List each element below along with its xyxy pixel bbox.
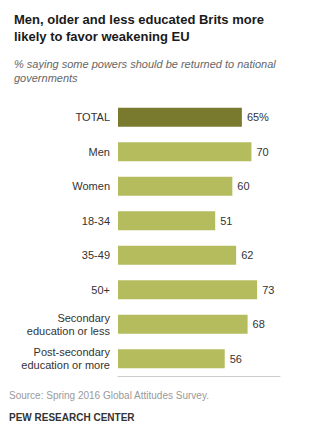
svg-text:18-34: 18-34 bbox=[82, 215, 110, 227]
svg-text:Men: Men bbox=[89, 146, 110, 158]
svg-text:governments: governments bbox=[14, 72, 78, 84]
svg-text:51: 51 bbox=[220, 215, 232, 227]
svg-text:TOTAL: TOTAL bbox=[76, 111, 110, 123]
svg-text:70: 70 bbox=[256, 146, 268, 158]
svg-text:56: 56 bbox=[230, 353, 242, 365]
svg-text:Source: Spring 2016 Global Att: Source: Spring 2016 Global Attitudes Sur… bbox=[9, 390, 209, 401]
svg-text:Women: Women bbox=[72, 180, 110, 192]
svg-text:35-49: 35-49 bbox=[82, 249, 110, 261]
svg-text:education or more: education or more bbox=[21, 359, 110, 371]
svg-text:likely to favor weakening EU: likely to favor weakening EU bbox=[14, 29, 190, 44]
svg-text:73: 73 bbox=[262, 284, 274, 296]
svg-text:Secondary: Secondary bbox=[57, 312, 110, 324]
svg-text:% saying some powers should be: % saying some powers should be returned … bbox=[14, 58, 276, 70]
svg-text:62: 62 bbox=[241, 249, 253, 261]
svg-text:60: 60 bbox=[237, 180, 249, 192]
svg-text:50+: 50+ bbox=[91, 284, 110, 296]
svg-text:68: 68 bbox=[253, 318, 265, 330]
svg-text:PEW RESEARCH CENTER: PEW RESEARCH CENTER bbox=[9, 412, 135, 423]
svg-text:65%: 65% bbox=[247, 111, 269, 123]
svg-text:Men, older and less educated B: Men, older and less educated Brits more bbox=[14, 12, 264, 27]
svg-text:education or less: education or less bbox=[27, 325, 111, 337]
svg-text:Post-secondary: Post-secondary bbox=[34, 346, 111, 358]
